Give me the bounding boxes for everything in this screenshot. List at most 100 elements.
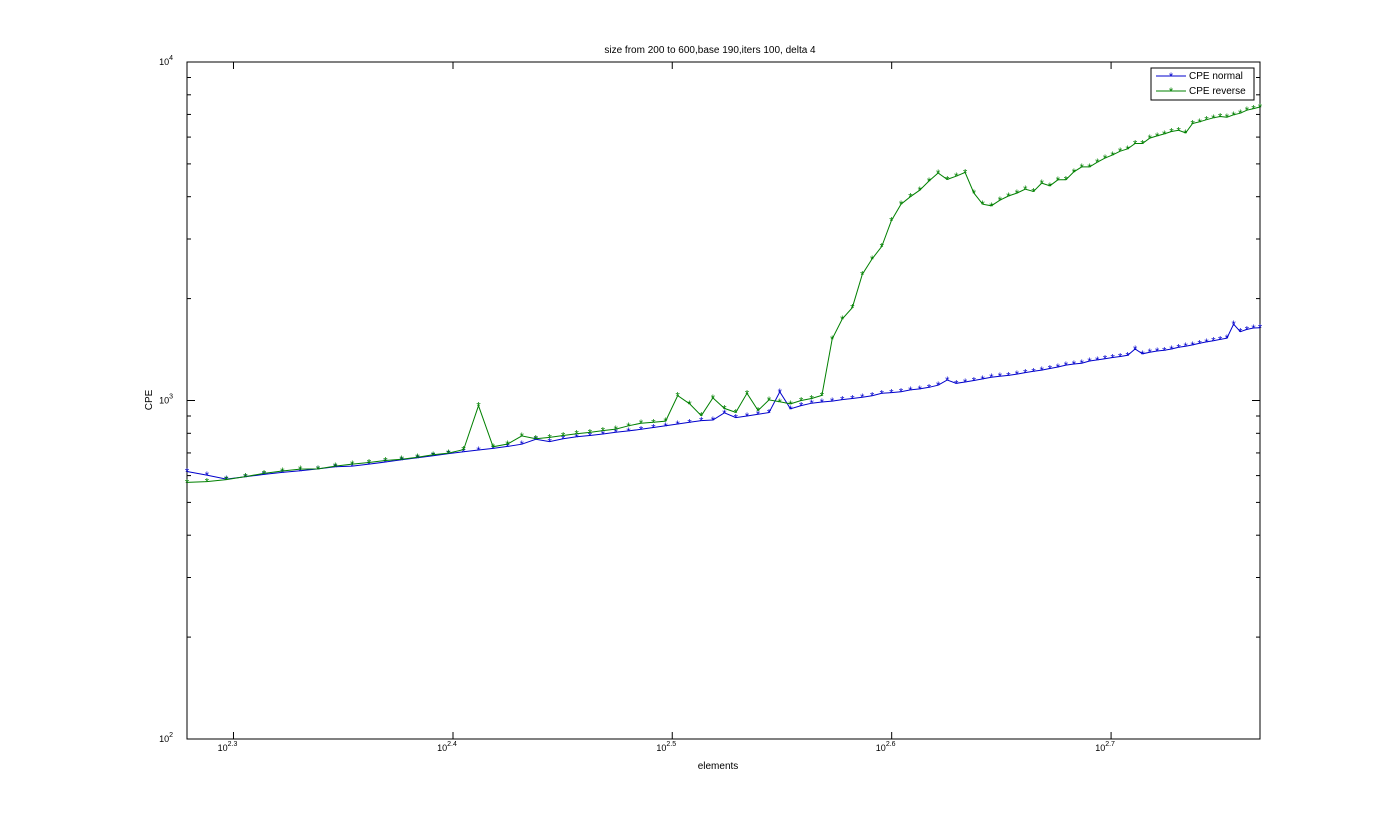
data-point: * — [399, 455, 404, 467]
data-point: * — [1191, 118, 1196, 130]
data-point: * — [1095, 157, 1100, 169]
legend-box — [1150, 67, 1255, 101]
data-point: * — [870, 391, 875, 403]
data-point: * — [676, 419, 681, 431]
data-point: * — [1087, 162, 1092, 174]
y-tick-label: 104 — [159, 55, 173, 67]
data-point: * — [1183, 128, 1188, 140]
data-point: * — [333, 461, 338, 473]
data-point: * — [415, 452, 420, 464]
data-point: * — [1110, 352, 1115, 364]
data-point: * — [262, 469, 267, 481]
data-point: * — [745, 388, 750, 400]
data-point: * — [1176, 342, 1181, 354]
data-point: * — [1251, 323, 1256, 335]
data-point: * — [185, 466, 190, 478]
data-point: * — [1048, 181, 1053, 193]
data-point: * — [840, 395, 845, 407]
data-point: * — [333, 462, 338, 474]
data-point: * — [1126, 144, 1131, 156]
data-point: * — [663, 421, 668, 433]
y-tick-label: 103 — [159, 394, 173, 406]
data-point: * — [298, 464, 303, 476]
data-point: * — [809, 398, 814, 410]
data-point: * — [936, 168, 941, 180]
series-cpe-reverse: * * * * * * * * * * * * * * * * * * * * * * * * * * * * * * * * * * * * * * * *… — [185, 102, 1263, 489]
data-point: * — [1103, 354, 1108, 366]
data-point: * — [1064, 175, 1069, 187]
series-line-cpe-normal — [186, 323, 1261, 480]
data-point: * — [1087, 356, 1092, 368]
legend-label-cpe-reverse: CPE reverse — [1189, 86, 1246, 97]
data-point: * — [1191, 340, 1196, 352]
data-point: * — [1231, 319, 1236, 331]
data-point: * — [1031, 187, 1036, 199]
data-point: * — [860, 269, 865, 281]
data-point: * — [687, 399, 692, 411]
data-point: * — [639, 418, 644, 430]
data-point: * — [1218, 111, 1223, 123]
series-line-cpe-reverse — [186, 106, 1261, 483]
x-axis-label: elements — [698, 761, 739, 772]
data-point: * — [588, 431, 593, 443]
axis-tick-labels: 102.3 102.4 102.5 102.6 102.7 102 103 104 — [159, 55, 1115, 753]
axis-ticks — [187, 61, 1260, 740]
data-point: * — [651, 423, 656, 435]
data-point: * — [927, 382, 932, 394]
data-point: * — [788, 404, 793, 416]
data-point: * — [224, 474, 229, 486]
data-point: * — [972, 188, 977, 200]
data-point: * — [1064, 360, 1069, 372]
data-point: * — [1211, 336, 1216, 348]
data-point: * — [1204, 115, 1209, 127]
data-point: * — [1231, 110, 1236, 122]
data-point: * — [350, 461, 355, 473]
data-point: * — [280, 466, 285, 478]
data-point: * — [756, 409, 761, 421]
data-point: * — [1148, 347, 1153, 359]
data-point: * — [745, 411, 750, 423]
data-point: * — [989, 201, 994, 213]
data-point: * — [1015, 369, 1020, 381]
data-point: * — [1006, 191, 1011, 203]
data-point: * — [1155, 346, 1160, 358]
data-point: * — [1031, 366, 1036, 378]
series-cpe-normal: * * * * * * * * * * * * * * * * * * * * * * * * * * * * * * * * * * * ** * * *… — [185, 319, 1263, 486]
data-point: * — [767, 408, 772, 420]
data-point: * — [1040, 365, 1045, 377]
data-point: * — [1225, 333, 1230, 345]
data-point: * — [788, 399, 793, 411]
data-point: * — [880, 388, 885, 400]
data-point: * — [870, 254, 875, 266]
data-point: * — [561, 434, 566, 446]
data-point: * — [1118, 351, 1123, 363]
data-point: * — [1183, 341, 1188, 353]
data-point: * — [981, 374, 986, 386]
data-point: * — [908, 192, 913, 204]
data-point: * — [778, 397, 783, 409]
x-tick-label: 102.6 — [876, 741, 896, 753]
data-point: * — [431, 450, 436, 462]
data-point: * — [927, 176, 932, 188]
data-point: * — [1140, 138, 1145, 150]
data-point: * — [981, 199, 986, 211]
data-point: * — [316, 464, 321, 476]
data-point: * — [1126, 350, 1131, 362]
y-tick-label: 102 — [159, 732, 173, 744]
legend-marker-cpe-normal: * — [1169, 71, 1174, 83]
data-point: * — [936, 380, 941, 392]
data-point: * — [1103, 153, 1108, 165]
data-point: * — [243, 472, 248, 484]
data-point: * — [1040, 178, 1045, 190]
data-point: * — [699, 416, 704, 428]
x-tick-label: 102.4 — [437, 741, 457, 753]
data-point: * — [820, 390, 825, 402]
data-point: * — [626, 421, 631, 433]
data-point: * — [520, 431, 525, 443]
data-point: * — [1162, 129, 1167, 141]
data-point: * — [830, 334, 835, 346]
data-point: * — [1197, 117, 1202, 129]
data-point: * — [280, 467, 285, 479]
data-point: * — [1245, 105, 1250, 117]
data-point: * — [1211, 113, 1216, 125]
